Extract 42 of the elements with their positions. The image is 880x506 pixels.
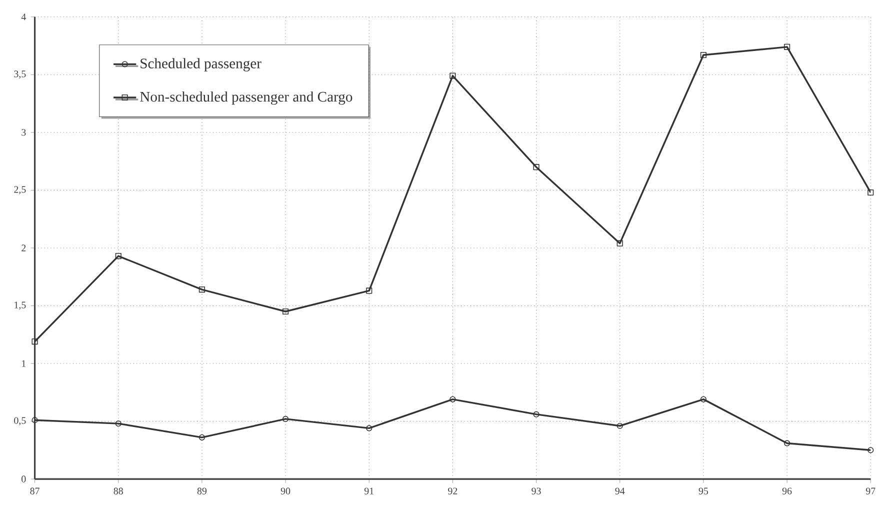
- x-tick-label: 92: [448, 488, 458, 494]
- point: [533, 411, 540, 418]
- point: [700, 52, 707, 58]
- point: [784, 44, 790, 50]
- x-tick-label: 90: [280, 488, 290, 494]
- x-tick-label: 96: [782, 488, 792, 494]
- legend-label: Scheduled passenger: [140, 58, 262, 72]
- point: [450, 396, 456, 402]
- point: [32, 338, 38, 345]
- point: [533, 164, 540, 170]
- y-tick-label: 1,5: [14, 302, 26, 310]
- x-tick-label: 94: [615, 488, 625, 494]
- y-tick-label: 0,5: [14, 417, 26, 426]
- y-tick-label: 0: [22, 476, 26, 482]
- legend-label: Non-scheduled passenger and Cargo: [140, 92, 352, 105]
- x-tick-label: 97: [866, 488, 876, 494]
- x-tick-label: 88: [114, 488, 123, 494]
- x-tick-label: 87: [30, 488, 40, 494]
- x-tick-label: 91: [364, 488, 374, 494]
- y-tick-label: 3: [22, 129, 26, 136]
- x-tick-label: 93: [532, 488, 541, 494]
- y-tick-label: 4: [21, 14, 26, 20]
- point: [616, 422, 623, 429]
- point: [115, 253, 122, 260]
- point: [282, 308, 289, 315]
- point: [198, 434, 206, 441]
- x-tick-label: 89: [197, 488, 207, 494]
- point: [366, 288, 372, 294]
- point: [450, 72, 456, 79]
- point: [868, 190, 874, 196]
- point: [700, 396, 707, 402]
- point: [282, 416, 289, 422]
- point: [198, 286, 206, 293]
- point: [115, 420, 122, 427]
- point: [784, 440, 790, 446]
- y-tick-label: 1: [22, 360, 26, 367]
- point: [366, 425, 372, 432]
- y-tick-label: 3,5: [14, 70, 26, 79]
- y-tick-label: 2: [22, 244, 26, 252]
- y-tick-label: 2,5: [14, 186, 26, 194]
- point: [616, 240, 623, 246]
- x-tick-label: 95: [698, 488, 708, 494]
